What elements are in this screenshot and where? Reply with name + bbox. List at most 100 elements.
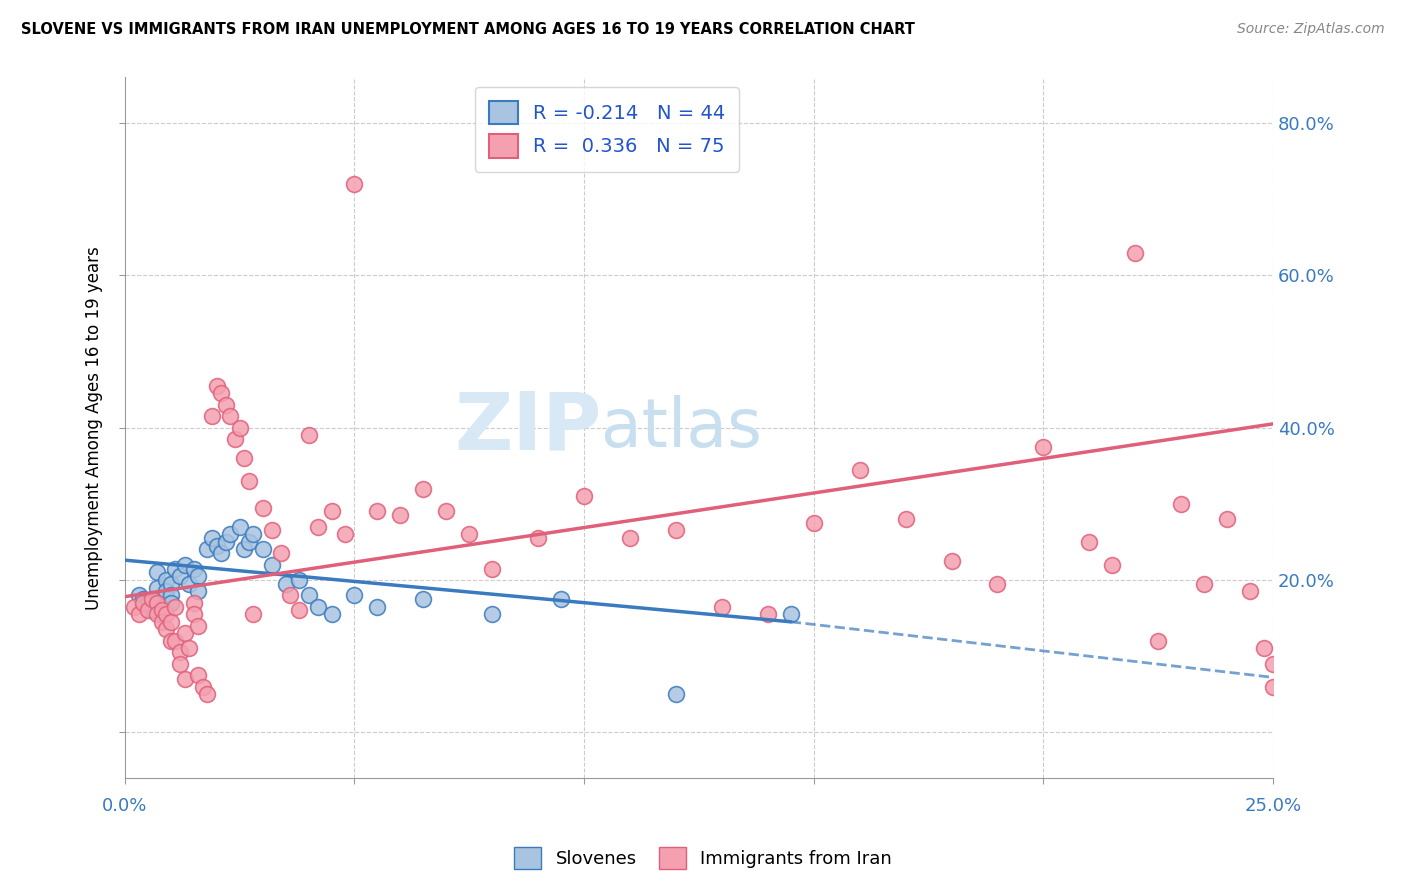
Point xyxy=(756,607,779,622)
Point xyxy=(128,588,150,602)
Point xyxy=(343,177,366,191)
Point xyxy=(141,591,163,606)
Point xyxy=(779,607,801,622)
Point xyxy=(224,432,246,446)
Point xyxy=(159,615,181,629)
Point xyxy=(183,607,205,622)
Point xyxy=(1253,641,1275,656)
Point xyxy=(986,576,1008,591)
Point xyxy=(197,542,219,557)
Point xyxy=(366,504,388,518)
Text: atlas: atlas xyxy=(602,394,762,460)
Point xyxy=(1147,633,1170,648)
Point xyxy=(665,687,688,701)
Point xyxy=(173,626,195,640)
Point xyxy=(665,524,688,538)
Point xyxy=(260,524,283,538)
Text: Source: ZipAtlas.com: Source: ZipAtlas.com xyxy=(1237,22,1385,37)
Point xyxy=(146,581,169,595)
Legend: Slovenes, Immigrants from Iran: Slovenes, Immigrants from Iran xyxy=(505,838,901,879)
Point xyxy=(274,576,297,591)
Point xyxy=(803,516,825,530)
Point xyxy=(187,618,209,632)
Point xyxy=(1261,680,1284,694)
Point xyxy=(146,566,169,580)
Point xyxy=(169,657,191,671)
Point xyxy=(238,474,260,488)
Point xyxy=(307,519,329,533)
Point xyxy=(321,504,343,518)
Point xyxy=(150,603,173,617)
Point xyxy=(155,623,177,637)
Point xyxy=(219,527,242,541)
Point xyxy=(146,596,169,610)
Point xyxy=(228,519,250,533)
Point xyxy=(150,599,173,614)
Point xyxy=(201,409,224,424)
Point xyxy=(136,596,159,610)
Point xyxy=(366,599,388,614)
Y-axis label: Unemployment Among Ages 16 to 19 years: Unemployment Among Ages 16 to 19 years xyxy=(86,246,103,609)
Point xyxy=(122,599,145,614)
Point xyxy=(205,379,228,393)
Point xyxy=(233,451,256,466)
Point xyxy=(1170,497,1192,511)
Point xyxy=(389,508,412,523)
Point xyxy=(165,633,187,648)
Point xyxy=(187,668,209,682)
Point xyxy=(201,531,224,545)
Point xyxy=(1101,558,1123,572)
Point xyxy=(307,599,329,614)
Point xyxy=(215,534,238,549)
Point xyxy=(179,641,201,656)
Point xyxy=(159,633,181,648)
Point xyxy=(219,409,242,424)
Point xyxy=(1123,245,1146,260)
Point xyxy=(260,558,283,572)
Point xyxy=(136,603,159,617)
Text: 25.0%: 25.0% xyxy=(1244,797,1302,815)
Point xyxy=(233,542,256,557)
Point xyxy=(150,615,173,629)
Point xyxy=(481,607,503,622)
Point xyxy=(481,561,503,575)
Point xyxy=(527,531,550,545)
Point xyxy=(132,596,155,610)
Point xyxy=(155,573,177,587)
Point xyxy=(572,489,595,503)
Point xyxy=(197,687,219,701)
Point xyxy=(941,554,963,568)
Point xyxy=(159,596,181,610)
Point xyxy=(183,596,205,610)
Legend: R = -0.214   N = 44, R =  0.336   N = 75: R = -0.214 N = 44, R = 0.336 N = 75 xyxy=(475,87,740,171)
Point xyxy=(321,607,343,622)
Point xyxy=(848,462,870,476)
Point xyxy=(159,576,181,591)
Point xyxy=(1078,534,1101,549)
Point xyxy=(894,512,917,526)
Point xyxy=(1192,576,1215,591)
Point xyxy=(150,591,173,606)
Text: ZIP: ZIP xyxy=(454,389,602,467)
Point xyxy=(146,607,169,622)
Point xyxy=(209,386,232,401)
Point xyxy=(128,607,150,622)
Point xyxy=(215,398,238,412)
Point xyxy=(169,645,191,659)
Point xyxy=(412,591,434,606)
Point xyxy=(278,588,301,602)
Point xyxy=(242,607,264,622)
Point xyxy=(183,561,205,575)
Point xyxy=(619,531,641,545)
Point xyxy=(434,504,457,518)
Point xyxy=(173,672,195,686)
Point xyxy=(252,500,274,515)
Point xyxy=(1261,657,1284,671)
Point xyxy=(155,607,177,622)
Point xyxy=(169,569,191,583)
Point xyxy=(159,588,181,602)
Point xyxy=(155,584,177,599)
Point xyxy=(335,527,357,541)
Text: 0.0%: 0.0% xyxy=(103,797,148,815)
Point xyxy=(252,542,274,557)
